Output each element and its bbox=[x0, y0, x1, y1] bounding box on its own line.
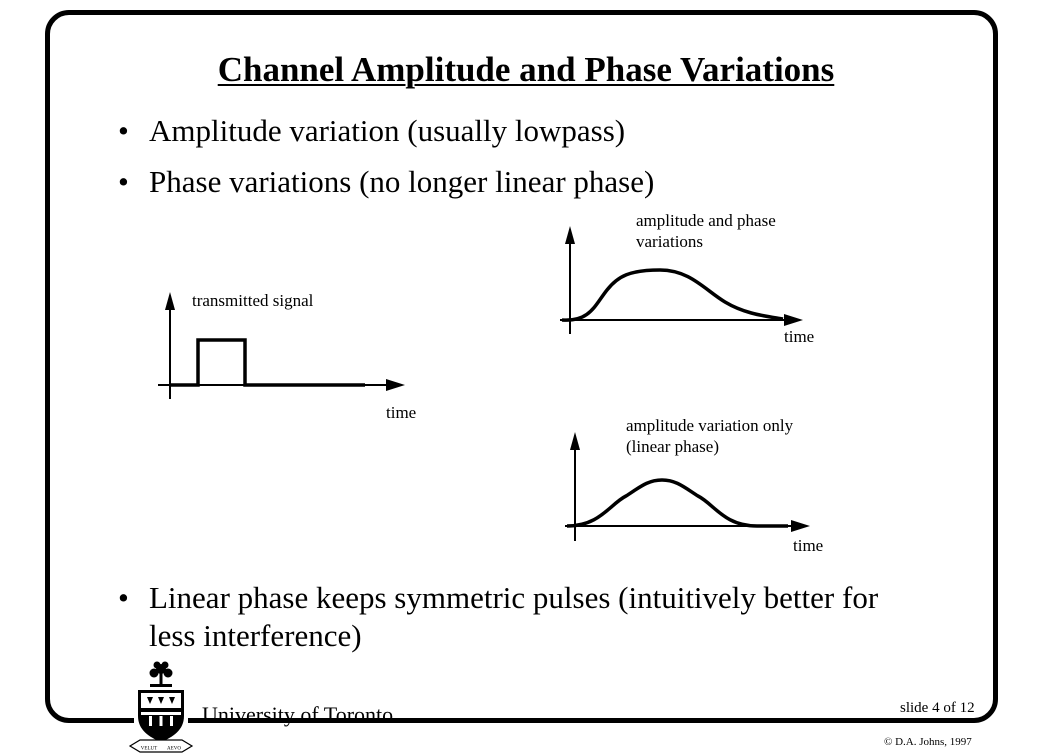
distorted-pulse bbox=[561, 268, 784, 322]
transmitted-signal-diagram bbox=[158, 292, 405, 399]
amplitude-phase-diagram bbox=[560, 226, 803, 334]
transmitted-signal-label: transmitted signal bbox=[192, 291, 314, 310]
bullet-text-line1: Linear phase keeps symmetric pulses (int… bbox=[149, 580, 879, 615]
amp-phase-label-line2: variations bbox=[636, 232, 704, 251]
bullet-text: Phase variations (no longer linear phase… bbox=[149, 164, 655, 199]
time-axis-label: time bbox=[386, 403, 417, 422]
university-name: University of Toronto bbox=[202, 702, 394, 727]
bullet-dot: • bbox=[118, 113, 129, 148]
motto-left: VELUT bbox=[141, 747, 157, 752]
bullet-text-line2: less interference) bbox=[149, 618, 362, 653]
time-axis-label: time bbox=[793, 536, 824, 555]
symmetric-pulse bbox=[566, 478, 788, 528]
slide-frame bbox=[45, 10, 998, 723]
bullet-dot: • bbox=[118, 164, 129, 199]
y-axis-arrow bbox=[570, 432, 580, 450]
slide-number: slide 4 of 12 bbox=[900, 700, 975, 716]
x-axis-arrow bbox=[784, 314, 803, 326]
university-crest-logo: VELUT AEVO bbox=[128, 660, 194, 754]
amp-only-label-line2: (linear phase) bbox=[626, 437, 719, 456]
slide-title: Channel Amplitude and Phase Variations bbox=[217, 50, 835, 89]
x-axis-arrow bbox=[386, 379, 405, 391]
amplitude-only-diagram bbox=[565, 432, 810, 541]
y-axis-arrow bbox=[165, 292, 175, 310]
x-axis-arrow bbox=[791, 520, 810, 532]
bullet-text: Amplitude variation (usually lowpass) bbox=[149, 113, 626, 148]
amp-phase-label-line1: amplitude and phase bbox=[636, 211, 776, 230]
y-axis-arrow bbox=[565, 226, 575, 244]
motto-right: AEVO bbox=[167, 747, 181, 752]
amp-only-label-line1: amplitude variation only bbox=[626, 416, 794, 435]
time-axis-label: time bbox=[784, 327, 815, 346]
pulse-waveform bbox=[170, 338, 365, 387]
bullet-dot: • bbox=[118, 580, 129, 615]
copyright: © D.A. Johns, 1997 bbox=[884, 736, 972, 748]
